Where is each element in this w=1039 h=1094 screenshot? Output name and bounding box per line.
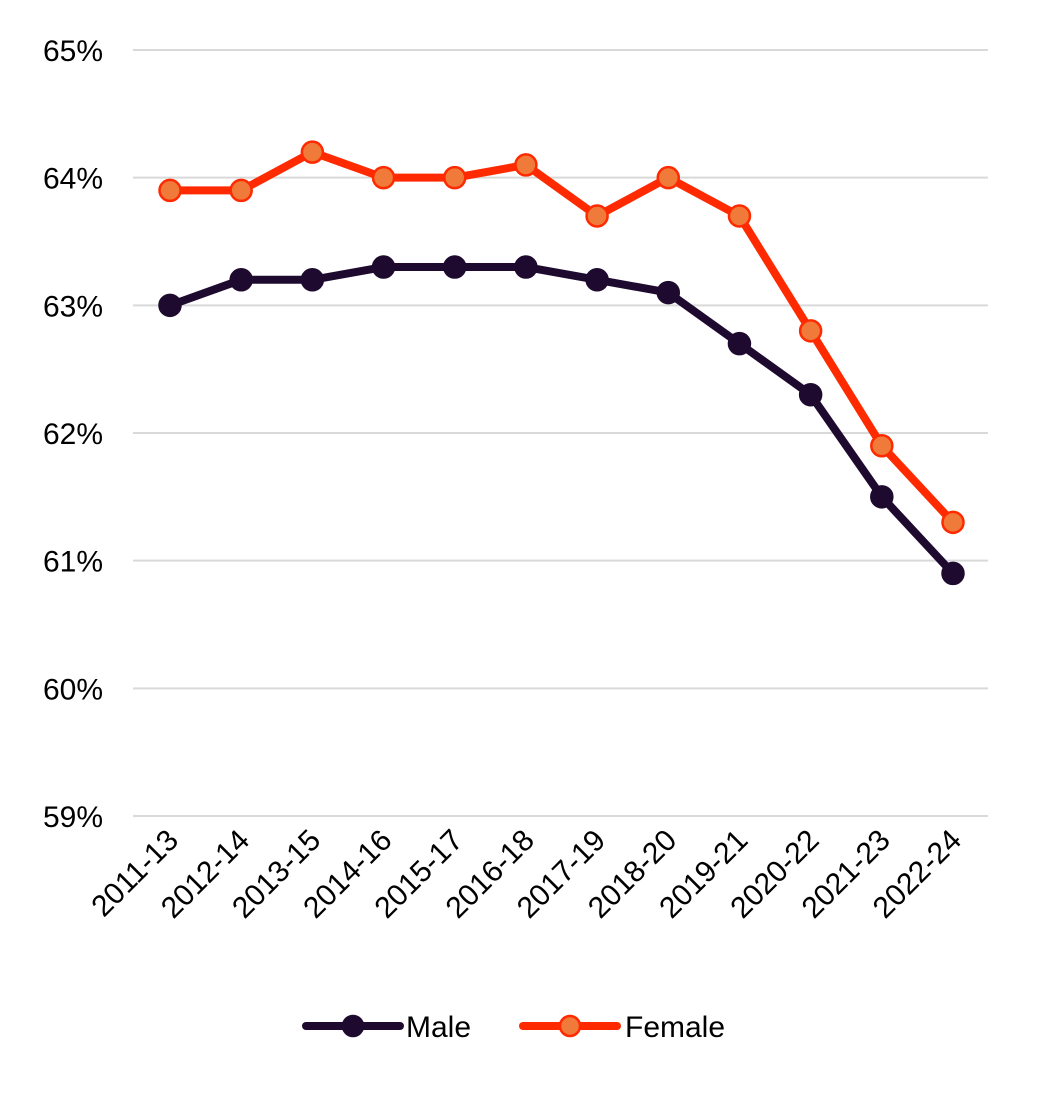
data-point [941,510,965,535]
data-point [371,165,396,190]
data-point [300,268,325,292]
y-tick-label: 61% [43,546,103,579]
data-point [656,280,681,305]
legend-label: Female [625,1011,725,1044]
y-tick-label: 65% [43,35,103,68]
legend: Male Female [302,1011,725,1044]
data-point [870,485,894,509]
data-point [229,268,253,292]
y-tick-label: 63% [43,290,103,323]
data-point [798,382,823,407]
data-point [442,165,467,190]
series-male [158,255,965,586]
legend-label: Male [406,1011,471,1044]
y-tick-label: 64% [43,163,103,196]
gridlines [133,49,988,817]
x-axis-tick-labels: 2011-132012-142013-152014-162015-172016-… [85,824,968,925]
data-point [371,255,396,279]
y-tick-label: 62% [43,418,103,451]
data-point [158,293,182,318]
y-tick-label: 59% [43,801,103,834]
series-lines [158,140,965,586]
data-point [158,178,182,203]
data-point [870,434,894,458]
data-point [514,255,538,279]
legend-swatch-marker [558,1014,582,1038]
series-female [158,140,965,535]
data-point [798,319,823,343]
data-point [585,268,609,292]
data-point [442,255,467,279]
y-tick-label: 60% [43,673,103,706]
data-point [300,140,325,164]
data-point [941,561,965,586]
data-point [229,178,253,203]
series-line [166,148,957,527]
series-line [166,263,957,578]
y-axis-tick-labels: 59% 60% 61% 62% 63% 64% 65% [43,35,103,834]
data-point [656,165,681,190]
data-point [585,204,609,228]
data-point [727,204,752,228]
data-point [727,331,752,356]
legend-item-male: Male [302,1011,471,1044]
legend-swatch-marker [341,1014,365,1038]
legend-item-female: Female [519,1011,725,1044]
data-point [514,153,538,177]
